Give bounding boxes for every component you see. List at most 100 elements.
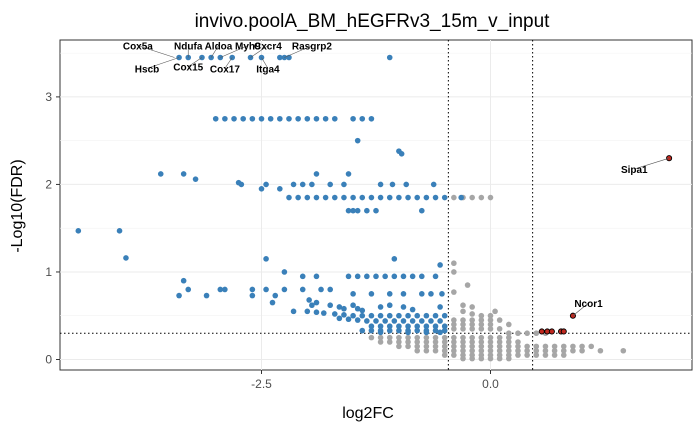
data-point-down (396, 327, 402, 334)
data-point-down (341, 305, 347, 312)
data-point-ns (469, 334, 475, 341)
data-point-down (400, 291, 407, 297)
data-point-down (359, 115, 366, 122)
data-point-ns (423, 339, 430, 345)
data-point-ns (533, 347, 540, 354)
data-point-down (350, 115, 356, 122)
data-point-down (354, 273, 361, 280)
data-point-ns (460, 308, 466, 315)
data-point-down (364, 318, 370, 324)
data-point-down (354, 207, 361, 214)
gene-label-ndufa: Ndufa (174, 42, 203, 53)
data-point-ns (524, 347, 530, 354)
data-point-down (222, 115, 228, 122)
data-point-down (350, 194, 356, 201)
data-point-ns (506, 343, 512, 350)
data-point-down (414, 323, 421, 330)
data-point-ns (506, 321, 512, 328)
data-point-down (386, 312, 393, 319)
data-point-ns (560, 347, 567, 354)
data-point-ns (487, 321, 494, 328)
data-point-ns (405, 343, 411, 350)
data-point-down (249, 292, 256, 299)
data-point-ns (451, 269, 457, 275)
data-point-down (309, 302, 315, 309)
data-point-ns (386, 339, 393, 345)
data-point-ns (560, 343, 567, 350)
data-point-down (258, 115, 265, 122)
data-point-down (263, 181, 269, 188)
data-point-down (354, 317, 361, 323)
data-point-ns (405, 334, 411, 341)
data-point-ns (432, 339, 439, 345)
data-point-down (318, 286, 324, 293)
data-point-ns (542, 352, 549, 358)
data-point-ns (515, 352, 521, 358)
data-point-down (277, 115, 283, 122)
data-point-down (432, 327, 439, 334)
data-point-down (386, 302, 393, 309)
annotation-leader-line (284, 45, 313, 58)
data-point-down (414, 327, 421, 334)
data-point-down (441, 327, 448, 334)
data-point-down (458, 194, 464, 201)
x-tick-label: 0.0 (482, 377, 499, 391)
data-point-ns (496, 334, 503, 341)
data-point-down (377, 194, 384, 201)
data-point-ns (414, 339, 421, 345)
data-point-down (249, 286, 256, 293)
data-point-ns (506, 347, 512, 354)
data-point-down (331, 194, 338, 201)
data-point-down (299, 181, 306, 188)
data-point-ns (441, 334, 448, 341)
data-point-down (428, 318, 434, 324)
data-point-up (560, 328, 567, 335)
gene-label-aldoa: Aldoa (205, 42, 233, 53)
y-tick-label: 1 (45, 265, 52, 279)
y-tick-label: 0 (45, 352, 52, 366)
data-point-down (336, 315, 343, 322)
data-point-ns (432, 347, 439, 354)
data-point-down (391, 273, 398, 280)
data-point-down (299, 273, 306, 280)
data-point-ns (432, 334, 439, 341)
data-point-down (386, 323, 393, 330)
data-point-down (336, 304, 343, 310)
data-point-down (396, 194, 402, 201)
data-point-down (389, 181, 396, 188)
data-point-down (306, 297, 312, 303)
data-point-ns (533, 343, 540, 350)
data-point-ns (405, 339, 411, 345)
data-point-ns (469, 347, 475, 354)
data-point-down (368, 327, 375, 334)
data-point-down (116, 228, 123, 234)
data-point-down (409, 318, 416, 324)
annotation-leader-line (210, 45, 219, 58)
data-point-down (341, 312, 347, 318)
gene-label-myh9: Myh9 (235, 42, 261, 53)
data-point-down (400, 304, 407, 310)
data-point-down (258, 186, 265, 192)
gene-label-hscb: Hscb (135, 64, 159, 75)
data-point-ns (478, 347, 485, 354)
threshold-lines (60, 40, 692, 370)
data-point-down (368, 312, 375, 319)
data-point-down (373, 273, 379, 280)
data-point-down (409, 306, 416, 313)
data-point-down (304, 115, 311, 122)
x-tick-label: -2.5 (251, 377, 272, 391)
data-point-ns (423, 347, 430, 354)
data-point-ns (487, 312, 494, 319)
data-point-down (123, 255, 129, 261)
gene-label-ncor1: Ncor1 (574, 299, 603, 310)
annotation-leader-line (188, 57, 203, 67)
annotation-leader-line (137, 45, 175, 58)
data-point-down (263, 256, 269, 262)
data-point-down (345, 316, 352, 323)
data-point-down (222, 286, 228, 293)
data-point-down (391, 318, 398, 324)
data-point-down (331, 115, 338, 122)
data-point-down (396, 323, 402, 330)
data-point-ns (423, 343, 430, 350)
